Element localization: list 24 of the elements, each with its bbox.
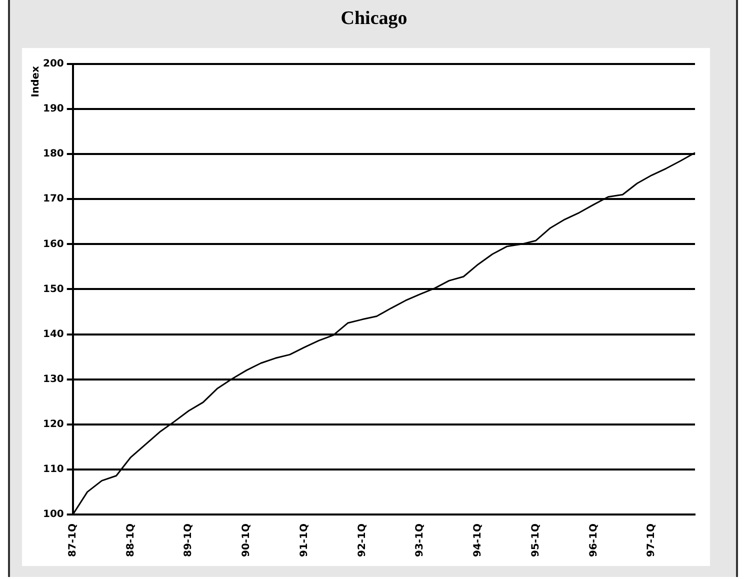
y-tick-label: 140 xyxy=(43,328,64,340)
y-tick-label: 160 xyxy=(43,238,64,250)
y-tick-label: 200 xyxy=(43,58,64,70)
x-tick-label: 87-1Q xyxy=(67,523,78,558)
y-tick-label: 170 xyxy=(43,194,64,205)
x-tick-label: 92-1Q xyxy=(356,523,368,558)
chart-title: Chicago xyxy=(340,8,408,30)
y-tick-label: 120 xyxy=(43,418,64,430)
x-tick-label: 93-1Q xyxy=(414,523,426,558)
x-tick-label: 95-1Q xyxy=(530,523,542,558)
x-tick-label: 96-1Q xyxy=(588,523,600,558)
y-tick-label: 100 xyxy=(43,509,64,520)
y-tick-label: 180 xyxy=(43,148,64,160)
x-tick-label: 94-1Q xyxy=(472,523,484,558)
y-axis-title: Index xyxy=(30,65,42,98)
x-tick-label: 90-1Q xyxy=(241,523,252,558)
x-tick-label: 89-1Q xyxy=(183,523,194,558)
y-tick-label: 110 xyxy=(43,464,64,476)
x-tick-label: 91-1Q xyxy=(298,523,310,558)
x-tick-label: 88-1Q xyxy=(125,523,136,558)
y-tick-label: 190 xyxy=(43,104,64,115)
x-tick-label: 97-1Q xyxy=(646,523,658,558)
y-tick-label: 130 xyxy=(43,374,64,385)
y-tick-label: 150 xyxy=(43,284,64,295)
